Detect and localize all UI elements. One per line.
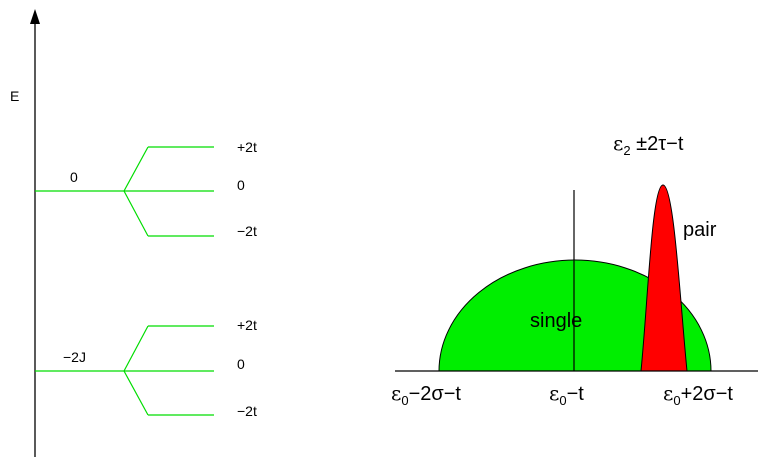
axis-label-left-eps: ε [391, 381, 401, 405]
axis-label-center: ε0−t [549, 381, 584, 408]
upper-split-label-plus: +2t [237, 139, 257, 155]
pair-position-eps: ε [613, 131, 623, 155]
axis-label-right-rest: +2σ−t [681, 383, 734, 405]
axis-label-center-sub: 0 [559, 393, 566, 408]
pair-position-rest: ±2τ−t [631, 133, 684, 155]
energy-level-diagram: E 0 +2t 0 −2t −2J +2t 0 −2t [10, 9, 257, 457]
pair-position-sub: 2 [623, 143, 630, 158]
axis-label-left: ε0−2σ−t [391, 381, 461, 408]
lower-split-up [123, 325, 149, 372]
lower-level-label: −2J [63, 349, 86, 365]
pair-band [640, 184, 688, 372]
lower-split-label-minus: −2t [237, 403, 257, 419]
axis-label-right: ε0+2σ−t [663, 381, 733, 408]
energy-axis-label: E [10, 88, 19, 104]
upper-split-label-zero: 0 [237, 177, 245, 193]
lower-split-down [123, 370, 149, 416]
axis-label-left-rest: −2σ−t [409, 383, 462, 405]
pair-band-label: pair [683, 219, 717, 241]
upper-level [35, 146, 214, 237]
lower-level [35, 325, 214, 416]
lower-split-label-plus: +2t [237, 317, 257, 333]
axis-label-right-sub: 0 [673, 393, 680, 408]
lower-split-label-zero: 0 [237, 356, 245, 372]
pair-position-label: ε2 ±2τ−t [613, 131, 684, 158]
single-band-label: single [530, 310, 582, 332]
upper-split-down [123, 190, 149, 237]
upper-split-up [123, 146, 149, 192]
axis-label-right-eps: ε [663, 381, 673, 405]
band-diagram: single pair ε2 ±2τ−t ε0−2σ−t ε0−t ε0+2σ−… [391, 131, 758, 408]
axis-label-center-eps: ε [549, 381, 559, 405]
energy-axis-arrowhead [30, 9, 40, 24]
upper-split-label-minus: −2t [237, 223, 257, 239]
upper-level-label: 0 [70, 169, 78, 185]
axis-label-left-sub: 0 [401, 393, 408, 408]
axis-label-center-rest: −t [567, 383, 585, 405]
